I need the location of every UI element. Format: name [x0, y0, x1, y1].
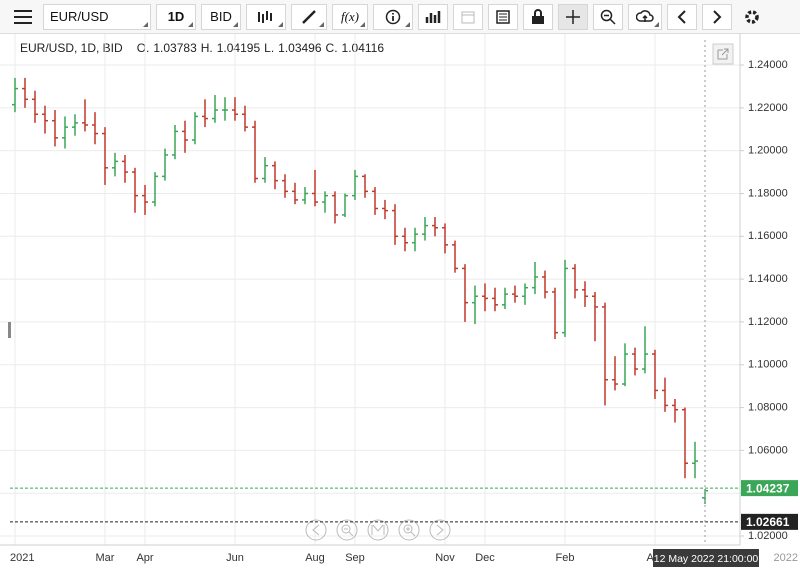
- scroll-left[interactable]: [305, 519, 327, 541]
- y-tick-label: 1.14000: [748, 273, 788, 285]
- price-label-box: [741, 513, 798, 530]
- navigation-buttons: [305, 519, 451, 541]
- x-tick-label: Nov: [435, 552, 455, 564]
- ohlc-value: 1.03783: [153, 41, 197, 55]
- y-tick-label: 1.24000: [748, 59, 788, 71]
- back-button[interactable]: [667, 3, 697, 30]
- ohlc-value: 1.04116: [341, 41, 385, 55]
- news-button[interactable]: [488, 3, 518, 30]
- popout-icon: [717, 48, 729, 60]
- chart: 1.020001.040001.060001.080001.100001.120…: [0, 34, 798, 567]
- x-tick-label: Sep: [345, 552, 365, 564]
- crosshair-button[interactable]: [558, 3, 588, 30]
- x-tick-label: Feb: [556, 552, 575, 564]
- info-button[interactable]: [373, 3, 413, 30]
- y-tick-label: 1.18000: [748, 187, 788, 199]
- ohlc-header: EUR/USD, 1D, BID O. 1.03783 H. 1.04195 L. 1.03…: [20, 41, 384, 55]
- ohlc-value: 1.04195: [216, 41, 261, 55]
- toolbar: EUR/USD 1D BID f(x): [0, 0, 800, 34]
- draw-button[interactable]: [291, 3, 327, 30]
- x-tick-label: 2021: [10, 552, 34, 564]
- x-tick-label: Jun: [226, 552, 244, 564]
- ohlc-label: C.: [325, 41, 338, 55]
- indicator-button[interactable]: f(x): [332, 3, 368, 30]
- symbol-input[interactable]: EUR/USD: [43, 3, 151, 30]
- forward-button[interactable]: [702, 3, 732, 30]
- y-tick-label: 1.06000: [748, 444, 788, 456]
- y-tick-label: 1.08000: [748, 401, 788, 413]
- scroll-right[interactable]: [429, 519, 451, 541]
- y-tick-label: 1.10000: [748, 359, 788, 371]
- side-button[interactable]: BID: [201, 3, 241, 30]
- price-label: 1.02661: [746, 515, 790, 529]
- ohlc-label: L.: [264, 41, 275, 55]
- x-tick-label: Dec: [475, 552, 495, 564]
- volume-button[interactable]: [418, 3, 448, 30]
- price-label: 1.04237: [746, 481, 790, 495]
- reset[interactable]: [367, 519, 389, 541]
- x-tick-label: Aug: [305, 552, 325, 564]
- y-tick-label: 1.02000: [748, 530, 788, 542]
- ohlc-label: O.: [136, 41, 150, 55]
- upload-button[interactable]: [628, 3, 662, 30]
- y-tick-label: 1.20000: [748, 145, 788, 157]
- chart-type-button[interactable]: [246, 3, 286, 30]
- ohlc-value: 1.03496: [278, 41, 322, 55]
- x-tick-label: 2022: [774, 552, 798, 564]
- side-handle[interactable]: [8, 322, 11, 338]
- interval-button[interactable]: 1D: [156, 3, 196, 30]
- zoom-out[interactable]: [336, 519, 358, 541]
- x-tick-label: Mar: [96, 552, 115, 564]
- zoom-button[interactable]: [593, 3, 623, 30]
- ohlc-label: H.: [200, 41, 213, 55]
- y-tick-label: 1.12000: [748, 316, 788, 328]
- y-tick-label: 1.22000: [748, 102, 788, 114]
- zoom-in[interactable]: [398, 519, 420, 541]
- y-tick-label: 1.16000: [748, 230, 788, 242]
- price-label-box: [741, 480, 798, 497]
- lock-button[interactable]: [523, 3, 553, 30]
- calendar-button[interactable]: [453, 3, 483, 30]
- crosshair-label-box: [653, 549, 759, 567]
- chart-title: EUR/USD, 1D, BID: [20, 41, 123, 55]
- menu-button[interactable]: [8, 4, 38, 30]
- crosshair-label: 12 May 2022 21:00:00: [654, 553, 759, 565]
- x-tick-label: Apr: [136, 552, 153, 564]
- settings-button[interactable]: [737, 4, 767, 30]
